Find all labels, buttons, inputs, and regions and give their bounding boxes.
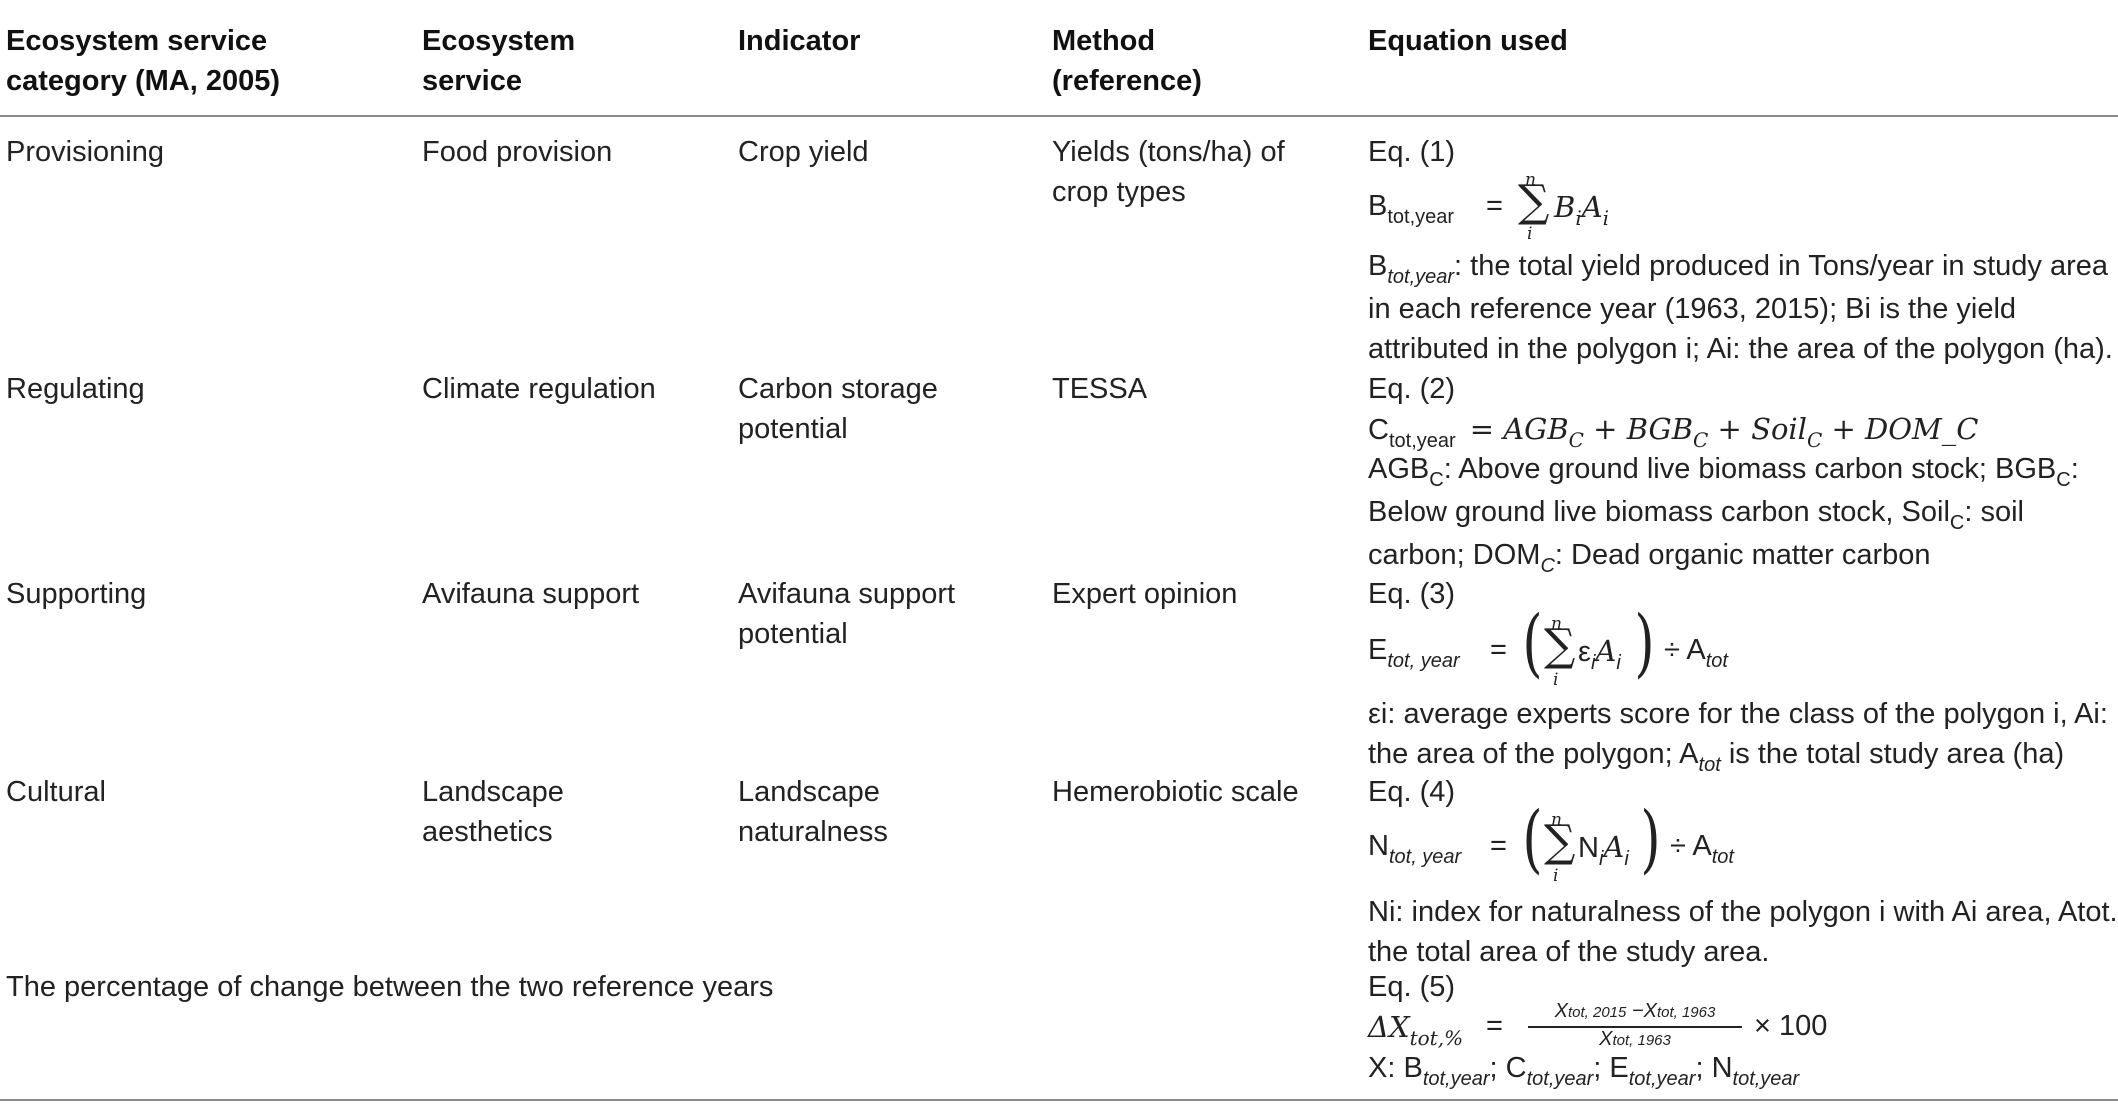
- row4-formula-lhs: Ntot, year: [1368, 830, 1461, 863]
- row1-indicator: Crop yield: [738, 132, 869, 172]
- row3-tail: ÷ Atot: [1664, 634, 1728, 667]
- row1-eq-sign: =: [1486, 190, 1503, 223]
- row1-desc-line2: in each reference year (1963, 2015); Bi …: [1368, 289, 2113, 329]
- row1-desc-line3: attributed in the polygon i; Ai: the are…: [1368, 329, 2113, 369]
- row4-category: Cultural: [6, 772, 106, 812]
- left-paren-icon: (: [1522, 796, 1542, 882]
- row1-desc: Btot,year: the total yield produced in T…: [1368, 246, 2113, 369]
- row3-category: Supporting: [6, 574, 146, 614]
- row4-service-line2: aesthetics: [422, 812, 564, 852]
- row2-desc-line2: Below ground live biomass carbon stock, …: [1368, 492, 2079, 535]
- row3-desc: εi: average experts score for the class …: [1368, 694, 2108, 777]
- row2-desc-line1: AGBC: Above ground live biomass carbon s…: [1368, 449, 2079, 492]
- footer-eq-sign: =: [1486, 1010, 1503, 1043]
- row3-sum-bottom: i: [1553, 670, 1558, 690]
- row1-eq-label: Eq. (1): [1368, 132, 1455, 172]
- row3-indicator-line2: potential: [738, 614, 955, 654]
- row1-method-line1: Yields (tons/ha) of: [1052, 132, 1285, 172]
- header-method-line1: Method: [1052, 21, 1202, 61]
- header-category-line1: Ecosystem service: [6, 21, 280, 61]
- row2-category: Regulating: [6, 369, 145, 409]
- left-paren-icon: (: [1522, 600, 1542, 686]
- footer-fraction-numerator: Xtot, 2015 −Xtot, 1963: [1526, 1000, 1744, 1023]
- row3-eq-sign: =: [1490, 634, 1507, 667]
- header-rule: [0, 115, 2118, 117]
- row3-desc-line1: εi: average experts score for the class …: [1368, 694, 2108, 734]
- row1-lhs-main: B: [1368, 190, 1387, 222]
- row4-formula: Ntot, year = ( n ∑ i NiAi ) ÷ Atot: [1368, 808, 1868, 892]
- header-indicator: Indicator: [738, 21, 860, 61]
- header-method: Method (reference): [1052, 21, 1202, 101]
- footer-multiplier: × 100: [1754, 1010, 1827, 1043]
- row4-indicator-line2: naturalness: [738, 812, 888, 852]
- footer-formula-lhs: ΔXtot,%: [1368, 1010, 1463, 1044]
- row4-eq-label: Eq. (4): [1368, 772, 1455, 812]
- header-category: Ecosystem service category (MA, 2005): [6, 21, 280, 101]
- row3-indicator-line1: Avifauna support: [738, 574, 955, 614]
- header-service-line1: Ecosystem: [422, 21, 575, 61]
- right-paren-icon: ): [1634, 600, 1654, 686]
- row4-desc: Ni: index for naturalness of the polygon…: [1368, 892, 2118, 972]
- row2-service: Climate regulation: [422, 369, 656, 409]
- row4-method: Hemerobiotic scale: [1052, 772, 1299, 812]
- bottom-rule: [0, 1099, 2118, 1101]
- row1-method: Yields (tons/ha) of crop types: [1052, 132, 1285, 212]
- row2-eq-label: Eq. (2): [1368, 369, 1455, 409]
- row2-desc-line3: carbon; DOMC: Dead organic matter carbon: [1368, 535, 2079, 578]
- footer-desc: X: Btot,year; Ctot,year; Etot,year; Ntot…: [1368, 1048, 1799, 1091]
- footer-text: The percentage of change between the two…: [6, 967, 773, 1007]
- header-service: Ecosystem service: [422, 21, 575, 101]
- row3-eq-label: Eq. (3): [1368, 574, 1455, 614]
- row2-indicator-line2: potential: [738, 409, 938, 449]
- header-indicator-line1: Indicator: [738, 21, 860, 61]
- row1-formula-lhs: Btot,year: [1368, 190, 1454, 223]
- row3-indicator: Avifauna support potential: [738, 574, 955, 654]
- row4-indicator-line1: Landscape: [738, 772, 888, 812]
- row3-desc-line2: the area of the polygon; Atot is the tot…: [1368, 734, 2108, 777]
- row3-formula: Etot, year = ( n ∑ i εiAi ) ÷ Atot: [1368, 612, 1868, 696]
- row1-formula: Btot,year = n ∑ i BiAi: [1368, 170, 1728, 246]
- row1-category: Provisioning: [6, 132, 164, 172]
- row4-service: Landscape aesthetics: [422, 772, 564, 852]
- row3-method: Expert opinion: [1052, 574, 1237, 614]
- sigma-icon: ∑: [1544, 620, 1575, 671]
- row1-sum-bottom: i: [1527, 224, 1532, 244]
- row1-term: BiAi: [1554, 190, 1609, 224]
- header-method-line2: (reference): [1052, 61, 1202, 101]
- row1-method-line2: crop types: [1052, 172, 1285, 212]
- sigma-icon: ∑: [1518, 176, 1549, 227]
- row4-service-line1: Landscape: [422, 772, 564, 812]
- row3-service: Avifauna support: [422, 574, 639, 614]
- right-paren-icon: ): [1640, 796, 1660, 882]
- header-equation-line1: Equation used: [1368, 21, 1568, 61]
- row4-desc-line2: the total area of the study area.: [1368, 932, 2118, 972]
- row2-method: TESSA: [1052, 369, 1147, 409]
- row4-sum-bottom: i: [1553, 866, 1558, 886]
- row1-service: Food provision: [422, 132, 612, 172]
- row3-term: εiAi: [1578, 634, 1621, 669]
- row4-indicator: Landscape naturalness: [738, 772, 888, 852]
- row2-lhs-main: C: [1368, 414, 1389, 446]
- row4-desc-line1: Ni: index for naturalness of the polygon…: [1368, 892, 2118, 932]
- header-equation: Equation used: [1368, 21, 1568, 61]
- row2-indicator: Carbon storage potential: [738, 369, 938, 449]
- row4-eq-sign: =: [1490, 830, 1507, 863]
- row4-tail: ÷ Atot: [1670, 830, 1734, 863]
- header-category-line2: category (MA, 2005): [6, 61, 280, 101]
- row2-indicator-line1: Carbon storage: [738, 369, 938, 409]
- row1-lhs-sub: tot,year: [1387, 206, 1454, 228]
- row2-desc: AGBC: Above ground live biomass carbon s…: [1368, 449, 2079, 578]
- row4-term: NiAi: [1578, 830, 1629, 865]
- sigma-icon: ∑: [1544, 816, 1575, 867]
- row2-rhs: = AGBC + BGBC + SoilC + DOM_C: [1470, 412, 1979, 446]
- row1-desc-line1: Btot,year: the total yield produced in T…: [1368, 246, 2113, 289]
- row3-formula-lhs: Etot, year: [1368, 634, 1460, 667]
- row2-formula: Ctot,year = AGBC + BGBC + SoilC + DOM_C: [1368, 409, 1978, 453]
- header-service-line2: service: [422, 61, 575, 101]
